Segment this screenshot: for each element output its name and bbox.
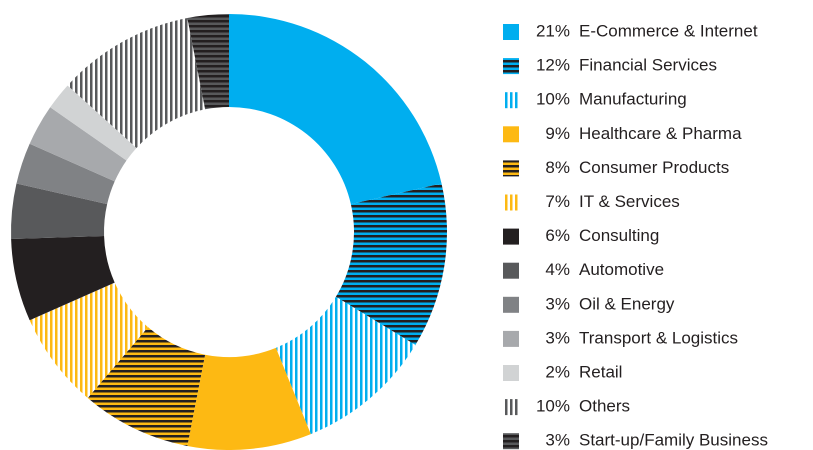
legend-label: Financial Services: [579, 56, 717, 75]
donut-slice: [11, 236, 115, 321]
donut-slice: [29, 282, 148, 398]
donut-slice: [275, 296, 416, 435]
legend-value: 10%: [536, 397, 570, 416]
donut-slice: [187, 14, 229, 110]
donut-slice: [16, 143, 115, 205]
legend-swatch: [503, 262, 519, 279]
donut-slice: [50, 85, 137, 161]
legend-label: Automotive: [579, 260, 664, 279]
legend-swatch: [503, 126, 519, 143]
legend-value: 3%: [545, 294, 570, 313]
legend-label: Manufacturing: [579, 90, 687, 109]
donut-slice: [10, 183, 108, 239]
legend-value: 21%: [536, 21, 570, 40]
donut-slice: [29, 107, 127, 182]
legend-swatch: [503, 365, 519, 381]
legend-swatch: [503, 228, 519, 245]
legend-label: Healthcare & Pharma: [579, 124, 742, 143]
legend-swatch: [503, 330, 519, 347]
legend-swatch: [503, 58, 519, 75]
legend-value: 7%: [545, 192, 570, 211]
legend-value: 4%: [545, 260, 570, 279]
legend-label: Oil & Energy: [579, 294, 675, 313]
legend-swatch: [503, 433, 519, 450]
legend-label: Others: [579, 397, 630, 416]
legend-value: 2%: [545, 362, 570, 381]
legend-label: Retail: [579, 362, 622, 381]
legend-swatch: [503, 399, 519, 416]
legend-label: Start-up/Family Business: [579, 431, 768, 450]
legend-label: IT & Services: [579, 192, 680, 211]
legend-label: E-Commerce & Internet: [579, 21, 758, 40]
legend-swatch: [503, 160, 519, 177]
legend-value: 10%: [536, 90, 570, 109]
legend-value: 6%: [545, 226, 570, 245]
legend-label: Transport & Logistics: [579, 328, 738, 347]
legend-swatch: [503, 92, 519, 109]
legend-value: 9%: [545, 124, 570, 143]
legend-value: 3%: [545, 328, 570, 347]
legend-label: Consumer Products: [579, 158, 729, 177]
legend-swatch: [503, 296, 519, 313]
legend-value: 12%: [536, 56, 570, 75]
donut-slice: [187, 347, 311, 450]
legend-value: 3%: [545, 431, 570, 450]
donut-slice: [229, 14, 442, 205]
donut-slice: [335, 183, 447, 346]
legend-label: Consulting: [579, 226, 659, 245]
donut-slice: [87, 327, 206, 446]
donut-slice: [67, 18, 206, 148]
legend-swatch: [503, 194, 519, 211]
legend-value: 8%: [545, 158, 570, 177]
legend-swatch: [503, 24, 519, 40]
